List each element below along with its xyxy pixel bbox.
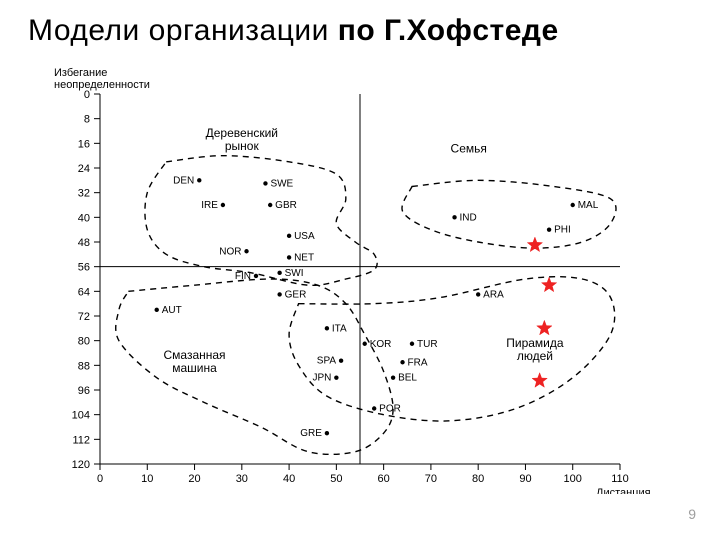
- region-label: Смазанная: [164, 348, 226, 362]
- x-tick-label: 80: [472, 473, 484, 485]
- country-label: FRA: [408, 357, 428, 368]
- country-point: [277, 271, 281, 275]
- country-label: ARA: [483, 289, 504, 300]
- country-point: [287, 234, 291, 238]
- cluster-family: [402, 180, 616, 248]
- country-label: SPA: [317, 356, 337, 367]
- y-tick-label: 80: [78, 336, 90, 348]
- x-tick-label: 30: [236, 473, 248, 485]
- x-axis-title: Дистанция: [596, 487, 651, 494]
- y-tick-label: 24: [78, 163, 90, 175]
- y-tick-label: 104: [72, 410, 90, 422]
- country-label: ITA: [332, 323, 347, 334]
- country-point: [571, 203, 575, 207]
- slide-title-part1: Модели организации: [28, 14, 338, 47]
- country-point: [197, 178, 201, 182]
- star-marker: [541, 277, 556, 291]
- country-point: [400, 360, 404, 364]
- slide-title: Модели организации по Г.Хофстеде: [28, 14, 559, 48]
- y-tick-label: 16: [78, 138, 90, 150]
- x-tick-label: 0: [97, 473, 103, 485]
- y-axis-title: Избегание: [54, 67, 107, 79]
- country-label: IRE: [201, 200, 218, 211]
- region-label: людей: [517, 349, 553, 363]
- country-label: KOR: [370, 339, 392, 350]
- country-point: [325, 431, 329, 435]
- region-label: Семья: [451, 142, 487, 156]
- x-tick-label: 90: [519, 473, 531, 485]
- y-tick-label: 120: [72, 459, 90, 471]
- x-tick-label: 50: [330, 473, 342, 485]
- country-label: FIN: [235, 271, 251, 282]
- country-label: POR: [379, 404, 401, 415]
- country-point: [410, 342, 414, 346]
- y-tick-label: 64: [78, 286, 90, 298]
- x-tick-label: 60: [378, 473, 390, 485]
- x-tick-label: 110: [611, 473, 629, 485]
- y-tick-label: 72: [78, 311, 90, 323]
- country-label: SWE: [270, 178, 293, 189]
- country-point: [339, 359, 343, 363]
- country-point: [547, 227, 551, 231]
- country-label: USA: [294, 231, 315, 242]
- country-point: [287, 255, 291, 259]
- cluster-machine: [116, 279, 393, 454]
- region-label: Деревенский: [206, 126, 278, 140]
- country-label: GBR: [275, 200, 297, 211]
- y-tick-label: 56: [78, 262, 90, 274]
- country-point: [221, 203, 225, 207]
- y-tick-label: 40: [78, 212, 90, 224]
- y-tick-label: 48: [78, 237, 90, 249]
- y-tick-label: 8: [84, 114, 90, 126]
- country-label: DEN: [173, 175, 194, 186]
- country-point: [155, 308, 159, 312]
- cluster-pyramid: [289, 277, 615, 421]
- y-tick-label: 32: [78, 188, 90, 200]
- country-point: [372, 406, 376, 410]
- country-point: [325, 326, 329, 330]
- x-tick-label: 70: [425, 473, 437, 485]
- x-tick-label: 100: [564, 473, 582, 485]
- country-point: [244, 249, 248, 253]
- y-axis-title: неопределенности: [54, 79, 150, 91]
- x-tick-label: 20: [188, 473, 200, 485]
- country-label: NET: [294, 252, 314, 263]
- country-point: [363, 342, 367, 346]
- hofstede-chart: 0816243240485664728088961041121200102030…: [48, 64, 658, 494]
- y-tick-label: 96: [78, 385, 90, 397]
- star-marker: [527, 237, 542, 251]
- country-point: [391, 375, 395, 379]
- country-point: [334, 375, 338, 379]
- country-label: SWI: [285, 268, 304, 279]
- country-point: [263, 181, 267, 185]
- y-tick-label: 112: [72, 434, 90, 446]
- country-point: [268, 203, 272, 207]
- x-tick-label: 40: [283, 473, 295, 485]
- slide-title-part2: по Г.Хофстеде: [338, 14, 559, 47]
- country-point: [452, 215, 456, 219]
- country-label: PHI: [554, 225, 571, 236]
- country-label: MAL: [578, 200, 599, 211]
- region-label: машина: [172, 361, 217, 375]
- page-number: 9: [688, 506, 696, 522]
- y-tick-label: 88: [78, 360, 90, 372]
- country-label: JPN: [312, 373, 331, 384]
- country-label: NOR: [219, 246, 241, 257]
- star-marker: [537, 320, 552, 334]
- country-point: [476, 292, 480, 296]
- star-marker: [532, 373, 547, 387]
- country-point: [254, 274, 258, 278]
- country-label: IND: [460, 212, 477, 223]
- country-label: AUT: [162, 305, 182, 316]
- country-label: GER: [285, 289, 307, 300]
- country-label: GRE: [300, 428, 322, 439]
- country-label: BEL: [398, 373, 417, 384]
- region-label: Пирамида: [506, 336, 564, 350]
- country-point: [277, 292, 281, 296]
- region-label: рынок: [225, 139, 260, 153]
- x-tick-label: 10: [141, 473, 153, 485]
- country-label: TUR: [417, 339, 438, 350]
